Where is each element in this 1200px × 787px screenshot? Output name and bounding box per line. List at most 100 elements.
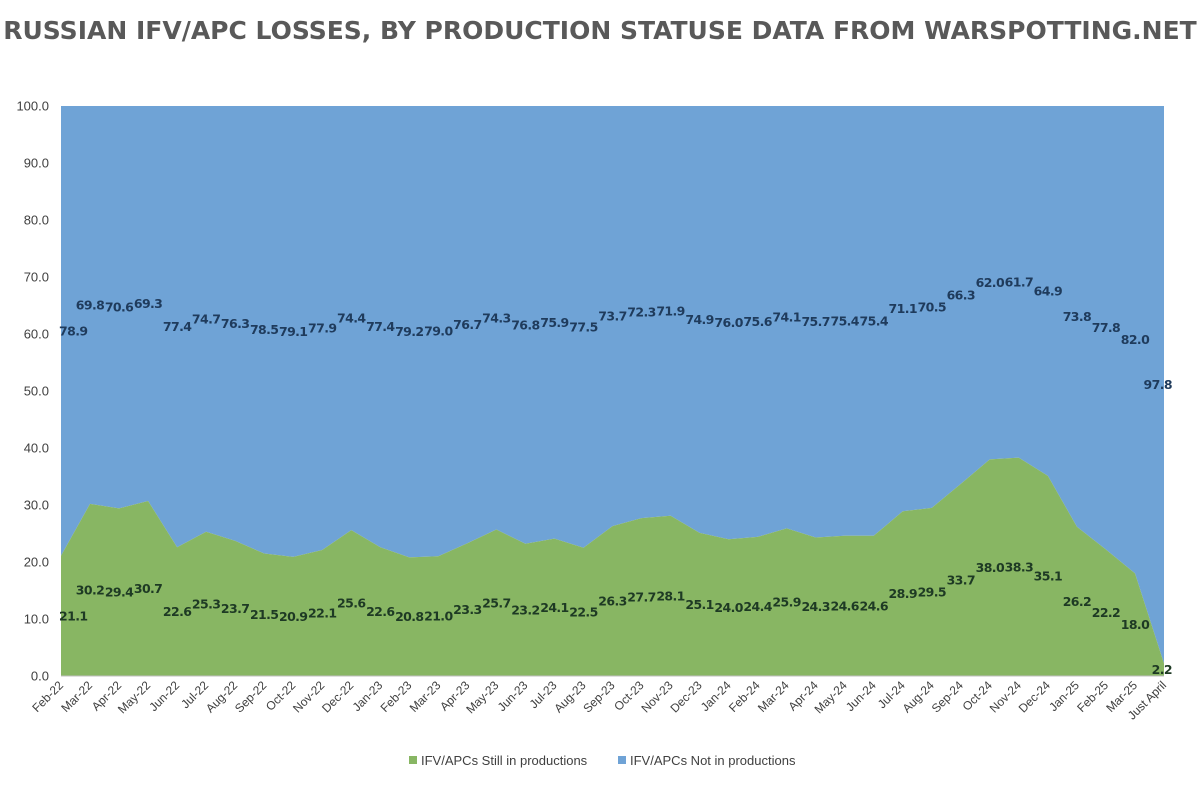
data-label-not-in-production: 70.6 — [105, 300, 134, 315]
data-label-still-in-production: 21.5 — [250, 607, 278, 622]
x-tick-label: May-24 — [812, 678, 850, 716]
data-label-still-in-production: 25.9 — [772, 595, 800, 610]
legend-swatch-not-in-production — [618, 756, 626, 764]
area-still-in-production — [61, 457, 1164, 676]
data-label-still-in-production: 24.6 — [830, 598, 859, 613]
x-tick-label: Feb-25 — [1074, 678, 1111, 715]
y-tick-label: 100.0 — [16, 99, 49, 114]
y-tick-label: 30.0 — [24, 498, 49, 513]
y-tick-label: 20.0 — [24, 555, 49, 570]
data-label-not-in-production: 77.5 — [569, 319, 597, 334]
data-label-not-in-production: 73.7 — [598, 309, 626, 324]
x-tick-label: Aug-23 — [551, 678, 588, 715]
data-label-still-in-production: 25.6 — [337, 596, 366, 611]
data-label-still-in-production: 22.5 — [569, 604, 597, 619]
legend-label-still-in-production: IFV/APCs Still in productions — [421, 753, 588, 768]
x-tick-label: Dec-24 — [1016, 678, 1053, 715]
area-not-in-production — [61, 106, 1164, 664]
data-label-still-in-production: 23.3 — [453, 602, 481, 617]
data-label-still-in-production: 20.9 — [279, 609, 307, 624]
data-label-still-in-production: 29.5 — [918, 584, 946, 599]
y-tick-label: 70.0 — [24, 270, 49, 285]
data-label-still-in-production: 23.7 — [221, 601, 249, 616]
x-tick-label: Jun-23 — [495, 678, 531, 714]
x-tick-label: Mar-24 — [755, 678, 792, 715]
data-label-still-in-production: 35.1 — [1034, 568, 1062, 583]
y-tick-label: 50.0 — [24, 384, 49, 399]
data-label-not-in-production: 77.8 — [1092, 320, 1120, 335]
x-tick-label: Sep-23 — [580, 678, 617, 715]
data-label-still-in-production: 29.4 — [105, 585, 134, 600]
data-label-not-in-production: 72.3 — [627, 305, 655, 320]
y-tick-label: 60.0 — [24, 327, 49, 342]
data-label-still-in-production: 28.9 — [889, 586, 917, 601]
data-label-still-in-production: 21.1 — [59, 608, 87, 623]
data-label-still-in-production: 26.2 — [1063, 594, 1091, 609]
data-label-not-in-production: 82.0 — [1121, 332, 1150, 347]
data-label-not-in-production: 75.9 — [540, 315, 568, 330]
data-label-not-in-production: 74.1 — [772, 310, 800, 325]
data-label-not-in-production: 97.8 — [1144, 377, 1172, 392]
x-tick-label: Sep-22 — [232, 678, 269, 715]
x-tick-label: Mar-22 — [58, 678, 95, 715]
data-label-not-in-production: 76.0 — [714, 315, 743, 330]
data-label-not-in-production: 79.1 — [279, 324, 307, 339]
x-tick-label: Aug-24 — [900, 678, 937, 715]
data-label-not-in-production: 76.8 — [511, 317, 539, 332]
x-tick-label: Jun-22 — [146, 678, 182, 714]
data-label-not-in-production: 76.3 — [221, 316, 249, 331]
data-label-still-in-production: 30.2 — [76, 582, 104, 597]
data-label-not-in-production: 61.7 — [1005, 274, 1033, 289]
data-label-still-in-production: 24.3 — [801, 599, 829, 614]
data-label-not-in-production: 74.4 — [337, 311, 366, 326]
data-label-still-in-production: 25.7 — [482, 595, 510, 610]
data-label-not-in-production: 75.6 — [743, 314, 772, 329]
data-label-not-in-production: 74.9 — [685, 312, 713, 327]
data-label-still-in-production: 28.1 — [656, 588, 684, 603]
x-tick-label: Feb-22 — [29, 678, 66, 715]
data-label-not-in-production: 74.7 — [192, 311, 220, 326]
data-label-still-in-production: 38.3 — [1005, 559, 1033, 574]
chart-title: RUSSIAN IFV/APC LOSSES, BY PRODUCTION ST… — [3, 16, 1197, 45]
data-label-still-in-production: 22.1 — [308, 606, 336, 621]
x-tick-label: Feb-24 — [726, 678, 763, 715]
x-tick-label: Jun-24 — [843, 678, 879, 714]
data-label-not-in-production: 78.5 — [250, 322, 278, 337]
x-tick-label: Nov-24 — [987, 678, 1024, 715]
data-label-not-in-production: 62.0 — [976, 275, 1005, 290]
data-label-still-in-production: 26.3 — [598, 594, 626, 609]
x-tick-label: May-22 — [115, 678, 153, 716]
data-label-not-in-production: 75.4 — [860, 313, 889, 328]
data-label-not-in-production: 79.0 — [424, 324, 453, 339]
data-label-not-in-production: 75.4 — [830, 313, 859, 328]
data-label-still-in-production: 2.2 — [1152, 662, 1172, 677]
data-label-not-in-production: 74.3 — [482, 310, 510, 325]
data-label-still-in-production: 22.2 — [1092, 605, 1120, 620]
data-label-still-in-production: 38.0 — [976, 560, 1005, 575]
data-label-still-in-production: 22.6 — [366, 604, 395, 619]
data-label-not-in-production: 77.9 — [308, 321, 336, 336]
x-tick-label: Mar-23 — [407, 678, 444, 715]
data-label-not-in-production: 73.8 — [1063, 309, 1091, 324]
x-tick-label: Dec-22 — [319, 678, 356, 715]
x-tick-label: May-23 — [463, 678, 501, 716]
data-label-not-in-production: 66.3 — [947, 287, 975, 302]
data-label-still-in-production: 24.6 — [860, 598, 889, 613]
x-tick-label: Aug-22 — [203, 678, 240, 715]
data-label-still-in-production: 24.0 — [714, 600, 743, 615]
data-label-not-in-production: 78.9 — [59, 323, 87, 338]
data-label-still-in-production: 21.0 — [424, 609, 453, 624]
data-label-not-in-production: 69.8 — [76, 297, 104, 312]
data-label-still-in-production: 24.4 — [743, 599, 772, 614]
data-label-not-in-production: 77.4 — [163, 319, 192, 334]
x-tick-label: Dec-23 — [667, 678, 704, 715]
y-tick-label: 40.0 — [24, 441, 49, 456]
data-label-still-in-production: 33.7 — [947, 572, 975, 587]
data-label-still-in-production: 27.7 — [627, 590, 655, 605]
data-label-not-in-production: 64.9 — [1034, 283, 1062, 298]
data-label-still-in-production: 24.1 — [540, 600, 568, 615]
y-tick-label: 0.0 — [31, 669, 49, 684]
x-tick-label: Nov-22 — [290, 678, 327, 715]
y-tick-label: 80.0 — [24, 213, 49, 228]
